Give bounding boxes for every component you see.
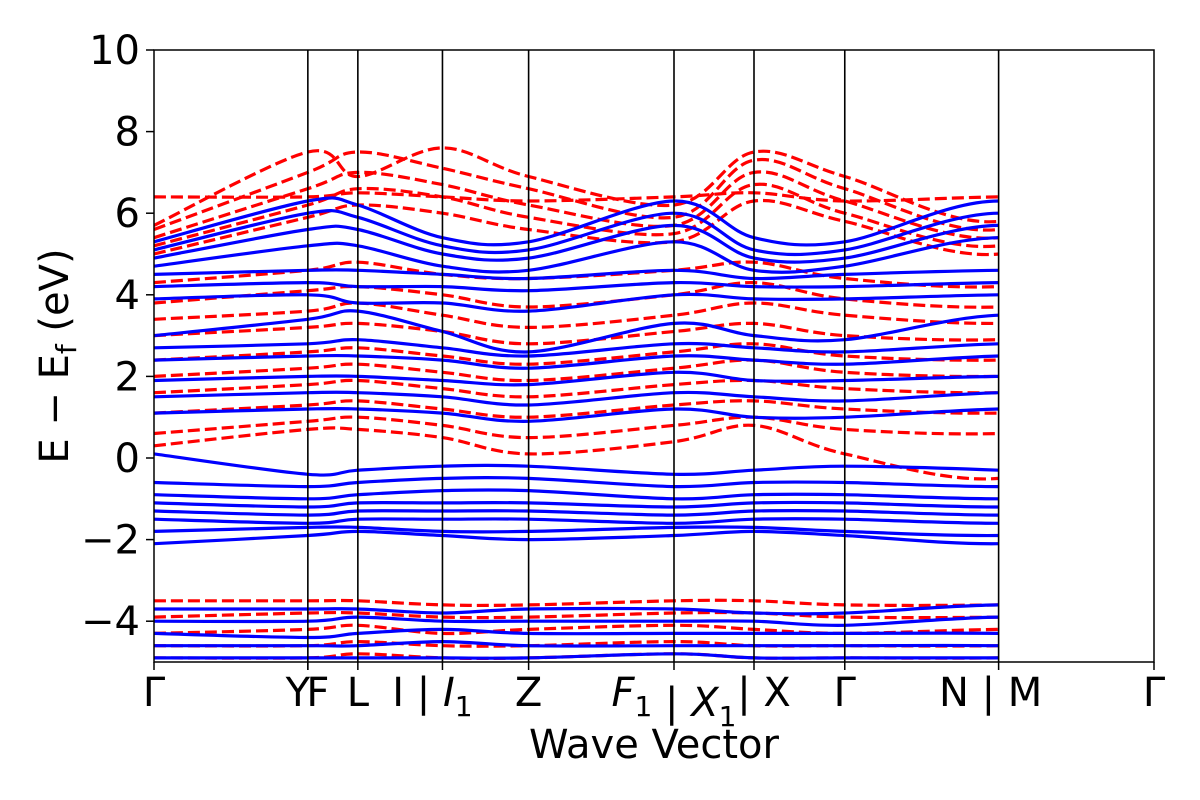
y-tick-label: 6 bbox=[115, 191, 140, 237]
spin-up-solid-series bbox=[154, 196, 999, 660]
band-line bbox=[154, 370, 999, 387]
kpoint-label: Γ bbox=[143, 670, 166, 716]
band-line bbox=[154, 639, 999, 648]
band-line bbox=[154, 423, 999, 481]
band-line bbox=[154, 358, 999, 383]
kpoint-label: Γ bbox=[1143, 670, 1166, 716]
band-line bbox=[154, 209, 999, 257]
band-line bbox=[154, 399, 999, 419]
band-line bbox=[154, 301, 999, 330]
band-line bbox=[154, 146, 999, 227]
band-line bbox=[154, 150, 999, 232]
y-tick-label: −2 bbox=[81, 518, 140, 564]
band-line bbox=[154, 452, 999, 477]
band-line bbox=[154, 525, 999, 538]
y-tick-label: 10 bbox=[89, 28, 140, 74]
kpoint-label: Y bbox=[285, 670, 311, 716]
kpoint-label: F bbox=[306, 670, 329, 716]
band-line bbox=[154, 406, 999, 423]
band-line bbox=[154, 268, 999, 281]
x-axis: Γ YF L I | I1 Z F1 | X1| X Γ N | M Γ bbox=[143, 662, 1166, 733]
band-line bbox=[154, 517, 999, 525]
band-line bbox=[154, 170, 999, 240]
band-line bbox=[154, 309, 999, 354]
band-line bbox=[154, 280, 999, 309]
band-line bbox=[154, 488, 999, 501]
y-tick-label: 0 bbox=[115, 436, 140, 482]
y-tick-label: −4 bbox=[81, 599, 140, 645]
y-axis-label: E − Ef (eV) bbox=[32, 248, 83, 463]
band-line bbox=[154, 353, 999, 370]
kpoint-label: | X bbox=[737, 670, 791, 716]
band-line bbox=[154, 603, 999, 616]
kpoint-label: I | I1 bbox=[392, 670, 472, 723]
band-line bbox=[154, 529, 999, 546]
band-line bbox=[154, 500, 999, 509]
band-line bbox=[154, 390, 999, 407]
kpoint-label: N | M bbox=[939, 670, 1042, 716]
band-line bbox=[154, 236, 999, 274]
bands-layer bbox=[154, 146, 999, 661]
band-line bbox=[154, 191, 999, 203]
band-line bbox=[154, 378, 999, 399]
band-line bbox=[154, 338, 999, 358]
band-line bbox=[154, 292, 999, 313]
band-line bbox=[154, 280, 999, 293]
band-line bbox=[154, 652, 999, 660]
band-line bbox=[154, 321, 999, 346]
band-line bbox=[154, 627, 999, 640]
band-line bbox=[154, 508, 999, 517]
plot-frame bbox=[153, 49, 1155, 663]
kpoint-label: Γ bbox=[834, 670, 857, 716]
band-line bbox=[154, 415, 999, 440]
band-line bbox=[154, 342, 999, 366]
band-line bbox=[154, 223, 999, 264]
y-axis: 10 8 6 4 2 0 −2 −4 bbox=[81, 28, 154, 645]
kpoint-label: Z bbox=[515, 670, 542, 716]
band-line bbox=[154, 610, 999, 620]
kpoint-label: F1 | X1 bbox=[612, 670, 737, 733]
x-axis-label: Wave Vector bbox=[529, 722, 780, 768]
band-line bbox=[154, 198, 999, 257]
band-line bbox=[154, 196, 999, 247]
y-tick-label: 4 bbox=[115, 273, 140, 319]
y-tick-label: 2 bbox=[115, 354, 140, 400]
kpoint-label: L bbox=[347, 670, 370, 716]
y-tick-label: 8 bbox=[115, 110, 140, 156]
band-line bbox=[154, 598, 999, 608]
band-line bbox=[154, 475, 999, 489]
band-line bbox=[154, 615, 999, 627]
high-symmetry-lines bbox=[307, 50, 1000, 662]
